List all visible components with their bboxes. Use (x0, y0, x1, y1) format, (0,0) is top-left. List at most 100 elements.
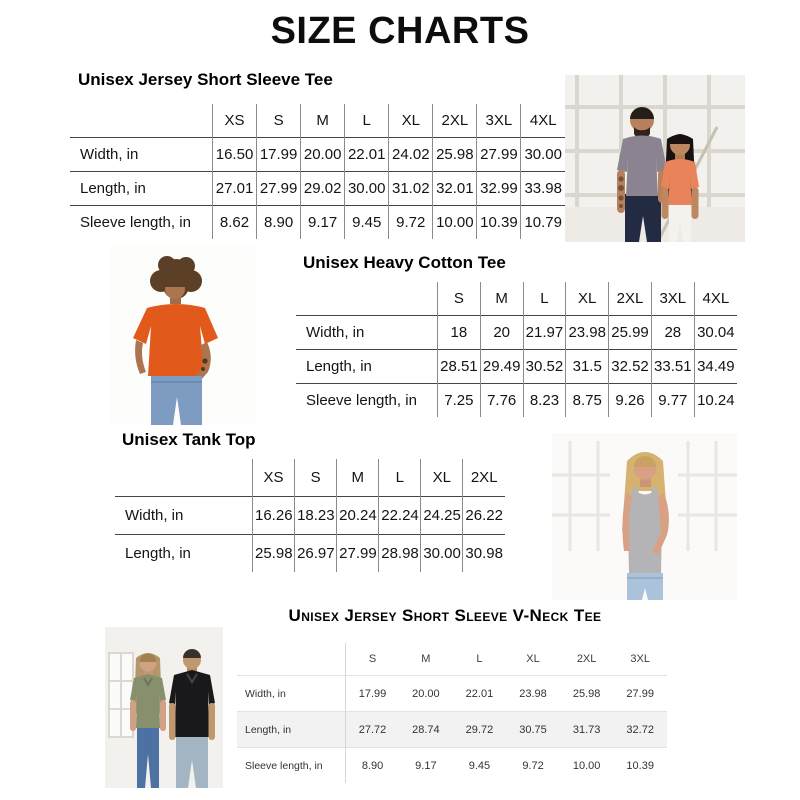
measurement-row: Length, in 25.98 26.97 27.99 28.98 30.00 30.98 (115, 534, 505, 572)
measurement-value: 9.45 (344, 205, 389, 239)
measurement-label: Length, in (80, 180, 146, 197)
measurement-value: 31.5 (565, 349, 609, 384)
measurement-row: Width, in 17.99 20.00 22.01 23.98 25.98 27.99 (237, 675, 667, 712)
size-column-header: M (300, 104, 345, 138)
size-column-header: L (476, 653, 483, 665)
corner-cell (115, 459, 253, 497)
measurement-value: 32.99 (476, 171, 521, 206)
size-column-header: XL (388, 104, 433, 138)
measurement-value: 34.49 (693, 349, 737, 384)
measurement-label: Length, in (125, 545, 191, 562)
size-column-header: 3XL (650, 282, 695, 316)
measurement-value: 8.75 (565, 383, 609, 417)
measurement-label: Width, in (125, 507, 184, 524)
size-column-header: S (294, 459, 337, 497)
measurement-value: 9.45 (468, 759, 491, 772)
measurement-value: 27.99 (476, 137, 521, 172)
measurement-value: 29.02 (300, 171, 345, 206)
measurement-value: 21.97 (522, 315, 566, 350)
measurement-value: 27.99 (626, 687, 654, 700)
corner-cell (296, 282, 438, 316)
measurement-value: 30.00 (520, 137, 565, 172)
measurement-value: 24.25 (420, 496, 463, 535)
size-column-header: L (522, 282, 566, 316)
measurement-value: 20 (479, 315, 524, 350)
measurement-value: 26.97 (294, 534, 337, 572)
measurement-value: 8.62 (211, 205, 257, 239)
size-column-header: XS (251, 459, 295, 497)
size-column-header: M (336, 459, 379, 497)
measurement-value: 10.24 (693, 383, 737, 417)
measurement-value: 33.98 (520, 171, 565, 206)
measurement-label: Sleeve length, in (80, 214, 191, 231)
measurement-value: 10.00 (432, 205, 477, 239)
measurement-value: 9.77 (650, 383, 695, 417)
measurement-value: 8.90 (345, 747, 400, 783)
measurement-value: 10.39 (476, 205, 521, 239)
measurement-value: 31.73 (572, 723, 601, 736)
measurement-row: Length, in 27.72 28.74 29.72 30.75 31.73 32.72 (237, 711, 667, 748)
size-column-header: XL (526, 653, 540, 665)
measurement-value: 24.02 (388, 137, 433, 172)
measurement-value: 26.22 (462, 496, 505, 535)
measurement-value: 22.01 (465, 687, 494, 700)
measurement-value: 32.72 (626, 723, 654, 736)
measurement-value: 30.00 (344, 171, 389, 206)
measurement-value: 32.52 (608, 349, 652, 384)
measurement-value: 28.98 (378, 534, 421, 572)
measurement-value: 10.00 (572, 759, 601, 772)
heavy-cotton-model-illustration (110, 245, 255, 425)
photo-heavy-cotton-model (110, 245, 255, 425)
measurement-value: 18 (437, 315, 481, 350)
measurement-row: Sleeve length, in 7.25 7.76 8.23 8.75 9.26 9.7… (296, 383, 737, 417)
size-header-row: S M L XL 2XL 3XL (237, 643, 667, 676)
section-title-vneck-tee: Unisex Jersey Short Sleeve V-Neck Tee (288, 606, 602, 625)
measurement-label: Width, in (245, 687, 286, 700)
measurement-value: 17.99 (256, 137, 301, 172)
measurement-row: Width, in 18 20 21.97 23.98 25.99 28 30.04 (296, 315, 737, 350)
measurement-value: 30.04 (693, 315, 737, 350)
measurement-value: 9.17 (415, 759, 437, 772)
size-header-row: XS S M L XL 2XL (115, 459, 505, 497)
measurement-value: 28.74 (412, 723, 440, 736)
measurement-value: 25.98 (432, 137, 477, 172)
size-header-row: XS S M L XL 2XL 3XL 4XL (70, 104, 565, 138)
size-column-header: M (479, 282, 524, 316)
size-column-header: XL (420, 459, 463, 497)
measurement-label: Width, in (80, 146, 139, 163)
measurement-value: 30.75 (519, 723, 547, 736)
measurement-value: 9.26 (608, 383, 652, 417)
size-column-header: 3XL (630, 653, 650, 665)
size-column-header: M (421, 653, 431, 665)
measurement-value: 22.24 (378, 496, 421, 535)
size-column-header: XL (565, 282, 609, 316)
measurement-value: 18.23 (294, 496, 337, 535)
measurement-value: 20.00 (300, 137, 345, 172)
measurement-label: Width, in (306, 324, 365, 341)
measurement-value: 8.90 (256, 205, 301, 239)
photo-vneck-models (105, 627, 223, 788)
photo-tank-top-model (552, 433, 737, 600)
measurement-value: 27.01 (211, 171, 257, 206)
vneck-models-illustration (105, 627, 223, 788)
jersey-tee-models-illustration (565, 75, 745, 242)
size-column-header: XS (211, 104, 257, 138)
measurement-value: 16.26 (251, 496, 295, 535)
size-column-header: S (345, 643, 400, 676)
tank-top-model-illustration (552, 433, 737, 600)
measurement-label: Sleeve length, in (245, 759, 323, 772)
page-title: SIZE CHARTS (270, 10, 530, 52)
measurement-value: 30.52 (522, 349, 566, 384)
measurement-value: 28.51 (437, 349, 481, 384)
measurement-value: 25.98 (572, 687, 601, 700)
measurement-value: 30.98 (462, 534, 505, 572)
size-column-header: L (344, 104, 389, 138)
measurement-value: 8.23 (522, 383, 566, 417)
size-column-header: 4XL (693, 282, 737, 316)
measurement-row: Width, in 16.26 18.23 20.24 22.24 24.25 26.22 (115, 496, 505, 535)
section-title-heavy-cotton-tee: Unisex Heavy Cotton Tee (303, 253, 506, 272)
measurement-value: 30.00 (420, 534, 463, 572)
measurement-value: 22.01 (344, 137, 389, 172)
measurement-row: Length, in 27.01 27.99 29.02 30.00 31.02 32.01… (70, 171, 565, 206)
measurement-label: Length, in (245, 723, 292, 736)
